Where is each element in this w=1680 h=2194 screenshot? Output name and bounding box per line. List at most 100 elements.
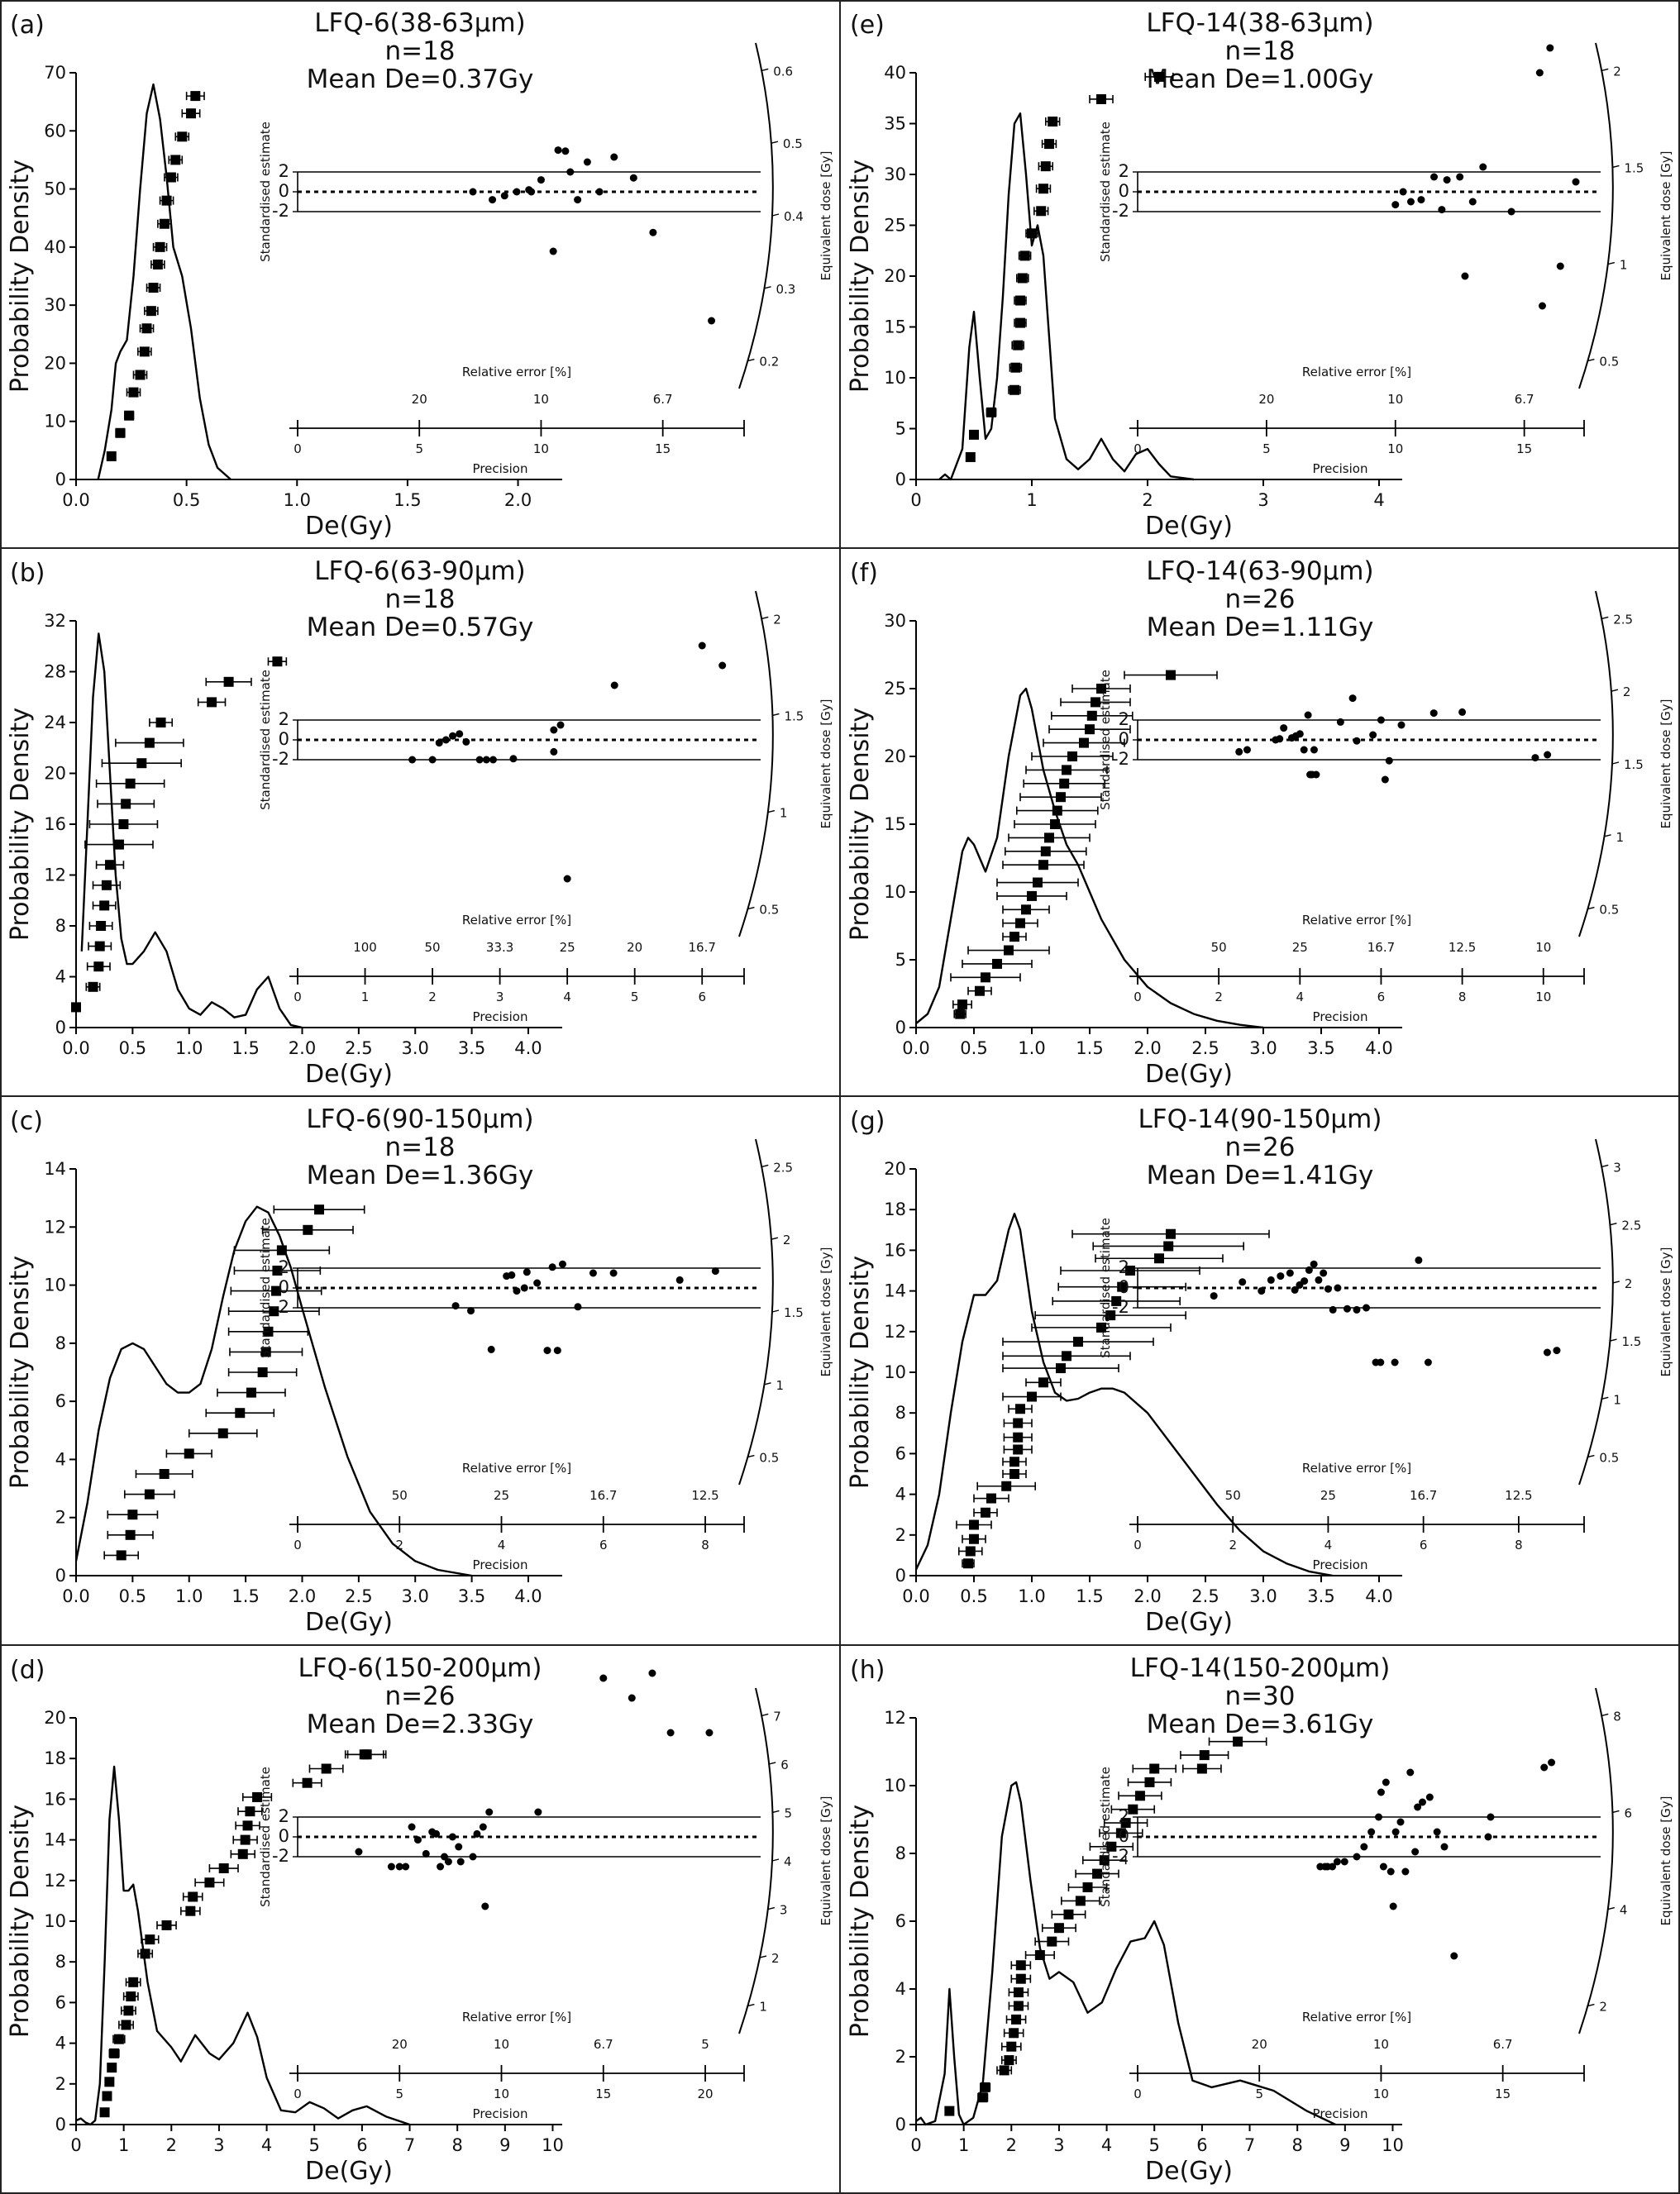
radial-dose-tick — [1601, 616, 1609, 620]
radial-point — [1353, 1853, 1361, 1861]
radial-dose-tick-label: 2 — [1625, 1276, 1633, 1291]
aliquot-point — [1038, 1377, 1048, 1388]
aliquot-point — [1015, 1404, 1025, 1414]
aliquot-point — [1163, 1241, 1174, 1252]
radial-dose-axis-title: Equivalent dose [Gy] — [819, 699, 833, 828]
x-tick-label: 2 — [1006, 2135, 1017, 2155]
radial-point — [1353, 1305, 1361, 1314]
radial-point — [1360, 1843, 1368, 1851]
x-tick-label: 2.5 — [1191, 1038, 1219, 1058]
radial-point — [482, 756, 490, 764]
aliquot-point — [218, 1863, 229, 1874]
radial-point — [1438, 206, 1446, 214]
x-tick-label: 6 — [356, 2135, 367, 2155]
x-tick-label: 1.0 — [1018, 1586, 1045, 1606]
radial-point — [1276, 735, 1284, 743]
aliquot-point — [109, 2048, 120, 2058]
x-tick-label: 0.0 — [62, 1586, 89, 1606]
radial-precision-tick-label: 15 — [1495, 2087, 1511, 2101]
radial-point — [563, 875, 571, 883]
radial-precision-tick-label: 10 — [1373, 2087, 1389, 2101]
radial-z-axis-title: Standardised estimate — [258, 670, 273, 810]
radial-point — [1369, 731, 1377, 739]
radial-dose-tick-label: 2.5 — [1613, 612, 1633, 627]
radial-relerr-label: 25 — [1320, 1488, 1336, 1503]
radial-relerr-label: 12.5 — [1505, 1488, 1532, 1503]
radial-point — [1487, 1813, 1495, 1821]
mean-de: Mean De=1.36Gy — [307, 1161, 534, 1190]
radial-dose-tick — [771, 213, 780, 217]
aliquot-point — [986, 1493, 996, 1504]
radial-relerr-title: Relative error [%] — [1302, 2010, 1411, 2025]
aliquot-point — [161, 195, 172, 206]
aliquot-point — [1099, 1855, 1110, 1866]
radial-point — [1267, 1276, 1275, 1284]
y-tick-label: 8 — [55, 1952, 66, 1972]
x-tick-label: 3.5 — [1307, 1038, 1334, 1058]
radial-dose-tick — [1611, 761, 1620, 765]
panel-title: LFQ-6(38-63μm) — [314, 8, 525, 38]
radial-point — [428, 1828, 437, 1836]
aliquot-point — [235, 1408, 246, 1419]
radial-dose-tick — [747, 1454, 755, 1458]
radial-dose-tick-label: 1 — [759, 2000, 767, 2015]
aliquot-point — [113, 2034, 124, 2044]
aliquot-point — [1048, 117, 1058, 127]
sample-count: n=30 — [1224, 1681, 1295, 1711]
y-tick-label: 15 — [884, 814, 906, 834]
aliquot-point — [975, 985, 985, 996]
x-axis-title: De(Gy) — [1145, 512, 1233, 541]
radial-point — [1210, 1292, 1218, 1300]
radial-relerr-label: 16.7 — [589, 1488, 617, 1503]
aliquot-point — [207, 697, 217, 708]
radial-point — [543, 1347, 551, 1355]
aliquot-point — [1013, 340, 1024, 351]
radial-point — [413, 1836, 422, 1844]
aliquot-point — [1120, 1818, 1131, 1829]
aliquot-point — [1062, 765, 1071, 775]
radial-point — [566, 168, 575, 176]
radial-precision-title: Precision — [1313, 1557, 1368, 1572]
radial-point — [1544, 751, 1552, 759]
aliquot-point — [141, 323, 152, 334]
aliquot-point — [135, 370, 146, 380]
radial-point — [513, 188, 521, 196]
panel-title: LFQ-14(90-150μm) — [1138, 1104, 1382, 1134]
aliquot-point — [240, 1834, 251, 1845]
y-tick-label: 8 — [895, 1843, 906, 1863]
pdf-curve — [914, 1212, 1334, 1577]
x-tick-label: 2.5 — [345, 1038, 372, 1058]
sample-count: n=18 — [1224, 36, 1295, 66]
mean-de: Mean De=3.61Gy — [1147, 1710, 1374, 1739]
radial-point — [402, 1863, 410, 1871]
radial-point — [1479, 163, 1487, 171]
aliquot-point — [177, 131, 188, 142]
radial-dose-tick — [1601, 68, 1609, 72]
aliquot-point — [1085, 724, 1095, 735]
radial-dose-tick-label: 1 — [1616, 830, 1625, 845]
radial-point — [534, 1808, 542, 1816]
radial-point — [711, 1267, 719, 1276]
radial-precision-tick-label: 6 — [599, 1538, 608, 1552]
radial-dose-tick-label: 2.5 — [773, 1160, 793, 1175]
panel-label: (g) — [850, 1107, 885, 1136]
radial-point — [473, 1829, 481, 1838]
y-tick-label: 20 — [884, 1159, 906, 1179]
aliquot-point — [93, 961, 104, 972]
radial-point — [1401, 1867, 1410, 1876]
aliquot-point — [1111, 1295, 1122, 1306]
aliquot-point — [1021, 904, 1031, 915]
radial-dose-tick — [767, 809, 776, 813]
y-tick-label: 12 — [884, 1322, 906, 1342]
radial-precision-tick-label: 10 — [1387, 441, 1403, 456]
radial-z-axis-title: Standardised estimate — [1098, 122, 1113, 262]
y-tick-label: 0 — [55, 470, 66, 489]
radial-dose-tick — [761, 1713, 769, 1717]
radial-point — [1336, 718, 1344, 726]
radial-precision-tick-label: 20 — [697, 2087, 713, 2101]
x-tick-label: 5 — [1149, 2135, 1160, 2155]
radial-point — [523, 1268, 531, 1276]
radial-point — [451, 1302, 460, 1310]
radial-point — [589, 1269, 597, 1277]
aliquot-point — [116, 1550, 126, 1561]
